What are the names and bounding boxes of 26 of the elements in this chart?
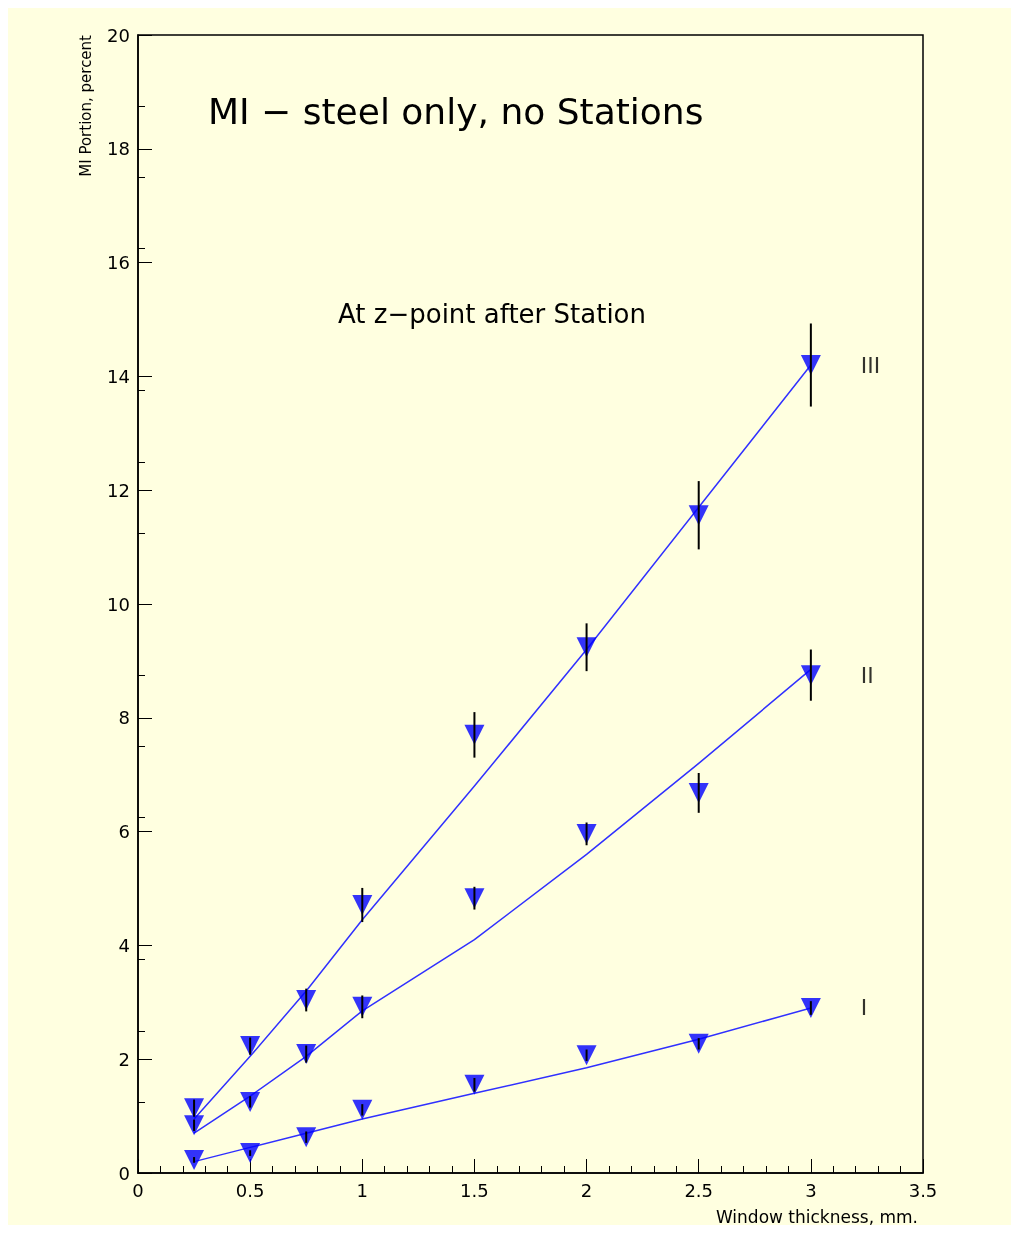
- y-tick-label: 2: [118, 1048, 130, 1070]
- y-tick-label: 18: [107, 138, 130, 160]
- y-tick-label: 0: [118, 1162, 130, 1184]
- y-tick-label: 6: [118, 821, 130, 843]
- x-tick-label: 1: [356, 1179, 369, 1201]
- series-label: I: [860, 995, 868, 1021]
- y-tick-label: 16: [107, 252, 130, 274]
- x-axis-title: Window thickness, mm.: [715, 1206, 918, 1227]
- x-tick-label: 2.5: [684, 1179, 714, 1201]
- series-label: III: [860, 352, 881, 378]
- y-tick-label: 4: [118, 934, 130, 956]
- y-tick-label: 14: [107, 365, 130, 387]
- x-tick-label: 3.5: [908, 1179, 938, 1201]
- x-tick-label: 0: [132, 1179, 144, 1201]
- y-tick-label: 8: [118, 707, 130, 729]
- x-tick-label: 1.5: [460, 1179, 489, 1201]
- x-tick-label: 3: [805, 1179, 817, 1201]
- x-tick-label: 0.5: [235, 1179, 265, 1201]
- annotation: At z−point after Station: [338, 299, 647, 329]
- text: MI − steel only, no Stations: [208, 90, 704, 132]
- x-tick-label: 2: [580, 1179, 593, 1201]
- series-label: II: [860, 662, 874, 688]
- y-tick-label: 10: [107, 593, 130, 615]
- y-tick-label: 12: [107, 479, 130, 501]
- y-tick-label: 20: [107, 24, 130, 46]
- y-axis-title: MI Portion, percent: [76, 34, 95, 177]
